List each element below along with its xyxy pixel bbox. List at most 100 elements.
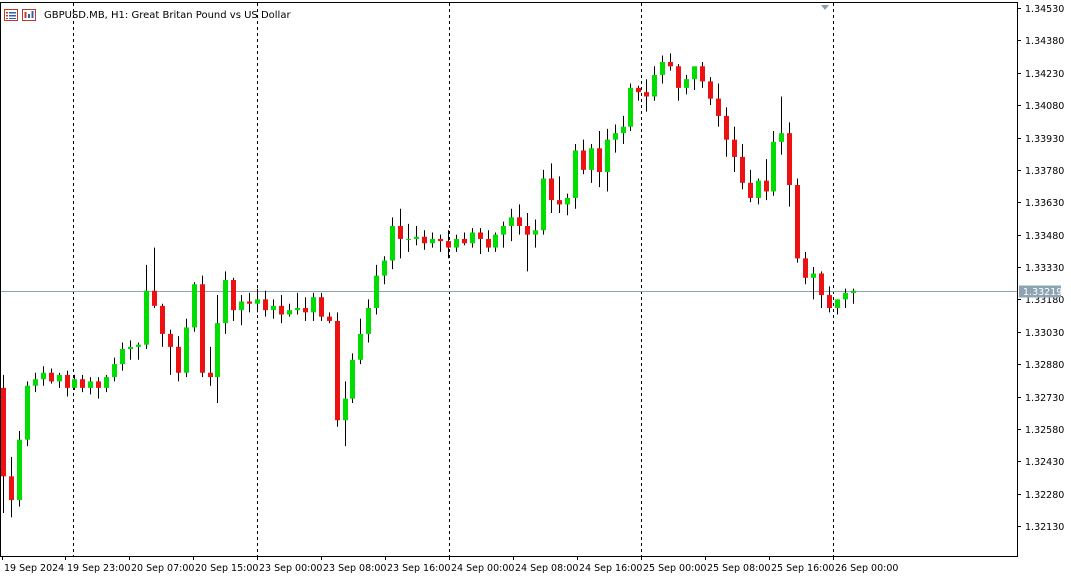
- bull-candle-body: [628, 87, 633, 127]
- bull-candle-body: [843, 292, 848, 300]
- bull-candle-body: [454, 238, 459, 248]
- bear-candle-body: [724, 115, 729, 140]
- bull-candle-body: [565, 197, 570, 205]
- price-tick-label: 1.32880: [1025, 360, 1064, 371]
- bear-candle-body: [335, 320, 340, 421]
- bear-candle-body: [787, 133, 792, 185]
- chart-title: GBPUSD.MB, H1: Great Britan Pound vs US …: [44, 9, 291, 21]
- price-tick-label: 1.34530: [1025, 4, 1064, 15]
- bull-candle-body: [756, 180, 761, 198]
- bull-candle-body: [406, 238, 411, 240]
- bear-candle-body: [303, 308, 308, 313]
- bear-candle-body: [327, 316, 332, 321]
- bear-candle-body: [65, 374, 70, 388]
- period-separators: [73, 3, 834, 556]
- bear-candle-body: [160, 305, 165, 334]
- bear-candle-body: [748, 182, 753, 198]
- bull-candle-body: [223, 279, 228, 324]
- bull-candle-body: [192, 284, 197, 328]
- bull-candle-body: [271, 305, 276, 311]
- bull-candle-body: [605, 139, 610, 173]
- bull-candle-body: [17, 439, 22, 501]
- bull-candle-body: [295, 308, 300, 311]
- bear-candle-body: [263, 299, 268, 311]
- chart-header: GBPUSD.MB, H1: Great Britan Pound vs US …: [4, 7, 291, 23]
- time-tick-label: 24 Sep 00:00: [451, 563, 514, 574]
- bull-candle-body: [128, 346, 133, 350]
- price-tick-label: 1.34230: [1025, 69, 1064, 80]
- bear-candle-body: [517, 217, 522, 226]
- bull-candle-body: [311, 297, 316, 313]
- bull-candle-body: [382, 260, 387, 276]
- bull-candle-body: [692, 66, 697, 80]
- time-tick-label: 23 Sep 16:00: [387, 563, 450, 574]
- bear-candle-body: [208, 372, 213, 378]
- bear-candle-body: [446, 241, 451, 248]
- bear-candle-body: [200, 284, 205, 373]
- price-tick-label: 1.32730: [1025, 393, 1064, 404]
- bear-candle-body: [644, 92, 649, 97]
- price-tick-label: 1.33030: [1025, 328, 1064, 339]
- bear-candle-body: [319, 297, 324, 317]
- chart-bars-icon[interactable]: [22, 9, 36, 21]
- bull-candle-body: [589, 148, 594, 170]
- bull-candle-body: [104, 377, 109, 388]
- bear-candle-body: [700, 66, 705, 82]
- bull-candle-body: [374, 275, 379, 309]
- time-tick-label: 25 Sep 00:00: [643, 563, 706, 574]
- bull-candle-body: [541, 178, 546, 231]
- bull-candle-body: [358, 333, 363, 360]
- bear-candle-body: [581, 150, 586, 170]
- bear-candle-body: [740, 156, 745, 183]
- time-tick-label: 25 Sep 08:00: [707, 563, 770, 574]
- bear-candle-body: [819, 273, 824, 296]
- bear-candle-body: [597, 148, 602, 173]
- price-tick-label: 1.34080: [1025, 101, 1064, 112]
- bull-candle-body: [112, 364, 117, 378]
- bear-candle-body: [803, 258, 808, 278]
- price-scale[interactable]: 1.34530 1.34380 1.34230 1.34080 1.33930 1.337…: [1017, 4, 1064, 533]
- bull-candle-body: [120, 349, 125, 365]
- bull-candle-body: [684, 79, 689, 88]
- bear-candle-body: [557, 200, 562, 205]
- bull-candle-body: [501, 225, 506, 235]
- price-tick-label: 1.32130: [1025, 522, 1064, 533]
- current-price-text: 1.33219: [1023, 287, 1062, 298]
- bear-candle-body: [478, 232, 483, 239]
- bear-candle-body: [549, 178, 554, 201]
- bull-candle-body: [652, 74, 657, 97]
- bear-candle-body: [398, 225, 403, 239]
- bear-candle-body: [168, 333, 173, 347]
- bear-candle-body: [462, 238, 467, 244]
- bull-candle-body: [771, 141, 776, 192]
- candles: [1, 53, 856, 518]
- bull-candle-body: [414, 236, 419, 239]
- price-tick-label: 1.33480: [1025, 231, 1064, 242]
- time-scale[interactable]: 19 Sep 2024 19 Sep 23:00 20 Sep 07:00 20 Se…: [2, 556, 899, 574]
- bull-candle-body: [390, 225, 395, 261]
- time-tick-label: 24 Sep 08:00: [515, 563, 578, 574]
- bear-candle-body: [827, 295, 832, 309]
- bull-candle-body: [184, 327, 189, 373]
- chart-list-icon[interactable]: [4, 9, 18, 21]
- price-tick-label: 1.33330: [1025, 263, 1064, 274]
- price-tick-label: 1.33630: [1025, 198, 1064, 209]
- chart-shift-marker-icon[interactable]: [821, 5, 829, 10]
- bull-candle-body: [660, 61, 665, 75]
- bull-candle-body: [470, 232, 475, 244]
- bull-candle-body: [144, 290, 149, 345]
- bear-candle-body: [716, 98, 721, 116]
- bull-candle-body: [136, 344, 141, 347]
- bear-candle-body: [764, 180, 769, 192]
- bear-candle-body: [152, 290, 157, 306]
- current-price-badge: [1019, 285, 1061, 298]
- price-tick-label: 1.32580: [1025, 425, 1064, 436]
- bear-candle-body: [49, 372, 54, 382]
- bear-candle-body: [525, 225, 530, 235]
- bull-candle-body: [493, 234, 498, 248]
- bear-candle-body: [676, 66, 681, 88]
- bear-candle-body: [247, 301, 252, 304]
- bear-candle-body: [708, 81, 713, 99]
